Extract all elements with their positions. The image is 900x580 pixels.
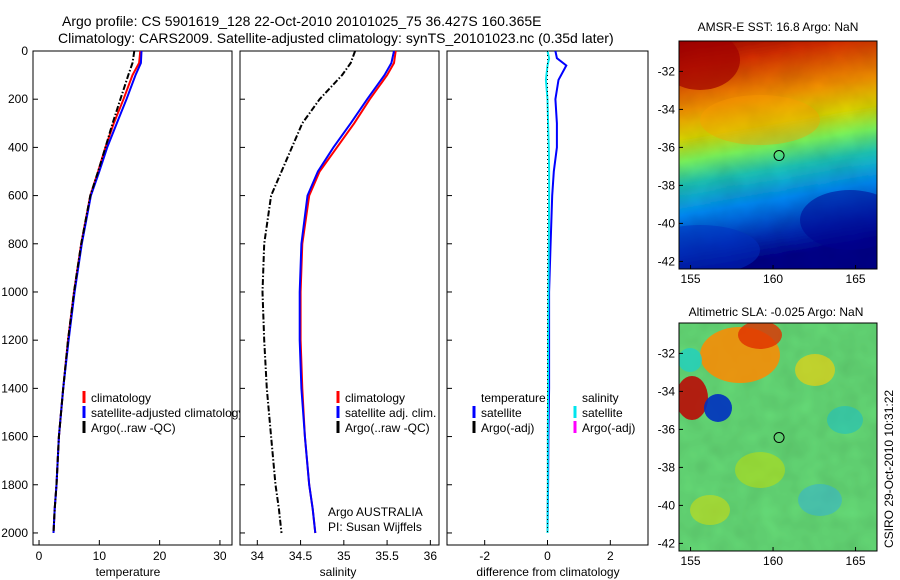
series-line bbox=[298, 50, 395, 534]
x-tick-label: 155 bbox=[681, 272, 701, 286]
header-line1: Argo profile: CS 5901619_128 22-Oct-2010… bbox=[62, 13, 542, 29]
x-tick-label: 2 bbox=[607, 549, 614, 563]
y-tick-label: 600 bbox=[8, 189, 28, 203]
legend-heading-salinity: salinity bbox=[582, 391, 619, 405]
y-tick-label: 2000 bbox=[1, 526, 28, 540]
legend-label-satellite: satellite-adjusted climatology bbox=[91, 406, 244, 420]
y-tick-label: -42 bbox=[658, 536, 676, 550]
panel-temperature-series bbox=[52, 50, 143, 534]
panel-temperature-frame bbox=[32, 50, 233, 546]
map-sst-profile-marker bbox=[773, 150, 785, 162]
panel-difference-xlabel: difference from climatology bbox=[476, 565, 619, 579]
x-tick-label: 35.5 bbox=[375, 549, 399, 563]
map-sla-ticks: 155 160 165 -32 -34 -36 -38 -40 -42 bbox=[658, 346, 866, 568]
panel-salinity-series bbox=[261, 50, 397, 534]
legend-label-argo: Argo(..raw -QC) bbox=[345, 421, 430, 435]
x-tick-label: 160 bbox=[763, 554, 783, 568]
x-tick-label: 165 bbox=[846, 554, 866, 568]
panel-temperature-legend: climatology satellite-adjusted climatolo… bbox=[82, 391, 244, 435]
map-sla-frame bbox=[678, 322, 878, 552]
y-tick-label: 800 bbox=[8, 237, 28, 251]
x-tick-label: 20 bbox=[153, 549, 167, 563]
map-sla-title: Altimetric SLA: -0.025 Argo: NaN bbox=[689, 305, 864, 319]
x-tick-label: 10 bbox=[93, 549, 107, 563]
panel-difference-legend: temperature satellite Argo(-adj) salinit… bbox=[472, 391, 635, 435]
y-tick-label: -34 bbox=[658, 384, 676, 398]
map-sla-field bbox=[679, 323, 877, 551]
y-tick-label: -34 bbox=[658, 102, 676, 116]
legend-label-climatology: climatology bbox=[345, 391, 405, 405]
x-tick-label: 30 bbox=[213, 549, 227, 563]
legend-label-satellite-sal: satellite bbox=[582, 406, 623, 420]
panel-temperature-xlabel: temperature bbox=[96, 565, 161, 579]
series-line bbox=[52, 50, 136, 534]
x-tick-label: 165 bbox=[846, 272, 866, 286]
panel-difference: -2 0 2 difference from climatology tempera… bbox=[446, 50, 649, 579]
x-tick-label: -2 bbox=[479, 549, 490, 563]
panel-salinity-legend: climatology satellite adj. clim. Argo(..… bbox=[336, 391, 436, 435]
x-tick-label: 0 bbox=[36, 549, 43, 563]
legend-label-argo-temp: Argo(-adj) bbox=[481, 421, 534, 435]
map-sst-ticks: 155 160 165 -32 -34 -36 -38 -40 -42 bbox=[658, 64, 866, 286]
y-tick-label: 1400 bbox=[1, 381, 28, 395]
map-sst-title: AMSR-E SST: 16.8 Argo: NaN bbox=[698, 20, 859, 34]
map-sst-frame bbox=[678, 40, 878, 270]
y-tick-label: 1800 bbox=[1, 478, 28, 492]
y-tick-label: -40 bbox=[658, 498, 676, 512]
y-tick-label: 200 bbox=[8, 92, 28, 106]
legend-heading-temperature: temperature bbox=[481, 391, 546, 405]
map-sst-field bbox=[679, 41, 877, 269]
x-tick-label: 34.5 bbox=[289, 549, 313, 563]
y-tick-label: 1200 bbox=[1, 333, 28, 347]
legend-label-climatology: climatology bbox=[91, 391, 151, 405]
y-tick-label: 1000 bbox=[1, 285, 28, 299]
y-tick-label: -38 bbox=[658, 460, 676, 474]
y-tick-label: 400 bbox=[8, 140, 28, 154]
x-tick-label: 155 bbox=[681, 554, 701, 568]
series-line bbox=[261, 50, 357, 534]
y-tick-label: 1600 bbox=[1, 430, 28, 444]
panel-difference-ticks: -2 0 2 bbox=[447, 50, 614, 563]
annotation-argo-australia: Argo AUSTRALIA bbox=[328, 505, 423, 519]
side-stamp: CSIRO 29-Oct-2010 10:31:22 bbox=[882, 390, 896, 548]
x-tick-label: 36 bbox=[424, 549, 438, 563]
y-tick-label: -42 bbox=[658, 254, 676, 268]
annotation-pi: PI: Susan Wijffels bbox=[328, 520, 422, 534]
header-line2: Climatology: CARS2009. Satellite-adjuste… bbox=[58, 30, 614, 46]
y-tick-label: -32 bbox=[658, 346, 676, 360]
legend-label-argo: Argo(..raw -QC) bbox=[91, 421, 176, 435]
y-tick-label: -40 bbox=[658, 216, 676, 230]
legend-label-satellite-temp: satellite bbox=[481, 406, 522, 420]
panel-temperature: 0 10 20 30 0 200 400 600 800 1000 1200 1400 1600 1800… bbox=[1, 44, 244, 579]
legend-label-satellite: satellite adj. clim. bbox=[345, 406, 436, 420]
panel-salinity-frame bbox=[239, 50, 440, 546]
y-tick-label: -36 bbox=[658, 422, 676, 436]
series-line bbox=[544, 50, 551, 534]
map-sla: Altimetric SLA: -0.025 Argo: NaN 155 160 1… bbox=[658, 305, 878, 568]
panel-salinity-ticks: 34 34.5 35 35.5 36 bbox=[240, 50, 438, 563]
panel-salinity-xlabel: salinity bbox=[320, 565, 357, 579]
x-tick-label: 0 bbox=[544, 549, 551, 563]
map-sla-profile-marker bbox=[773, 432, 785, 444]
x-tick-label: 35 bbox=[337, 549, 351, 563]
panel-temperature-ticks: 0 10 20 30 0 200 400 600 800 1000 1200 1400 1600 1800… bbox=[1, 44, 227, 563]
x-tick-label: 160 bbox=[763, 272, 783, 286]
legend-label-argo-sal: Argo(-adj) bbox=[582, 421, 635, 435]
panel-salinity: 34 34.5 35 35.5 36 salinity climatology sate… bbox=[239, 50, 440, 579]
y-tick-label: -36 bbox=[658, 140, 676, 154]
y-tick-label: 0 bbox=[21, 44, 28, 58]
y-tick-label: -32 bbox=[658, 64, 676, 78]
map-sst: AMSR-E SST: 16.8 Argo: NaN 155 160 165 -32 -… bbox=[658, 20, 878, 286]
panel-difference-series bbox=[544, 50, 568, 534]
x-tick-label: 34 bbox=[251, 549, 265, 563]
y-tick-label: -38 bbox=[658, 178, 676, 192]
